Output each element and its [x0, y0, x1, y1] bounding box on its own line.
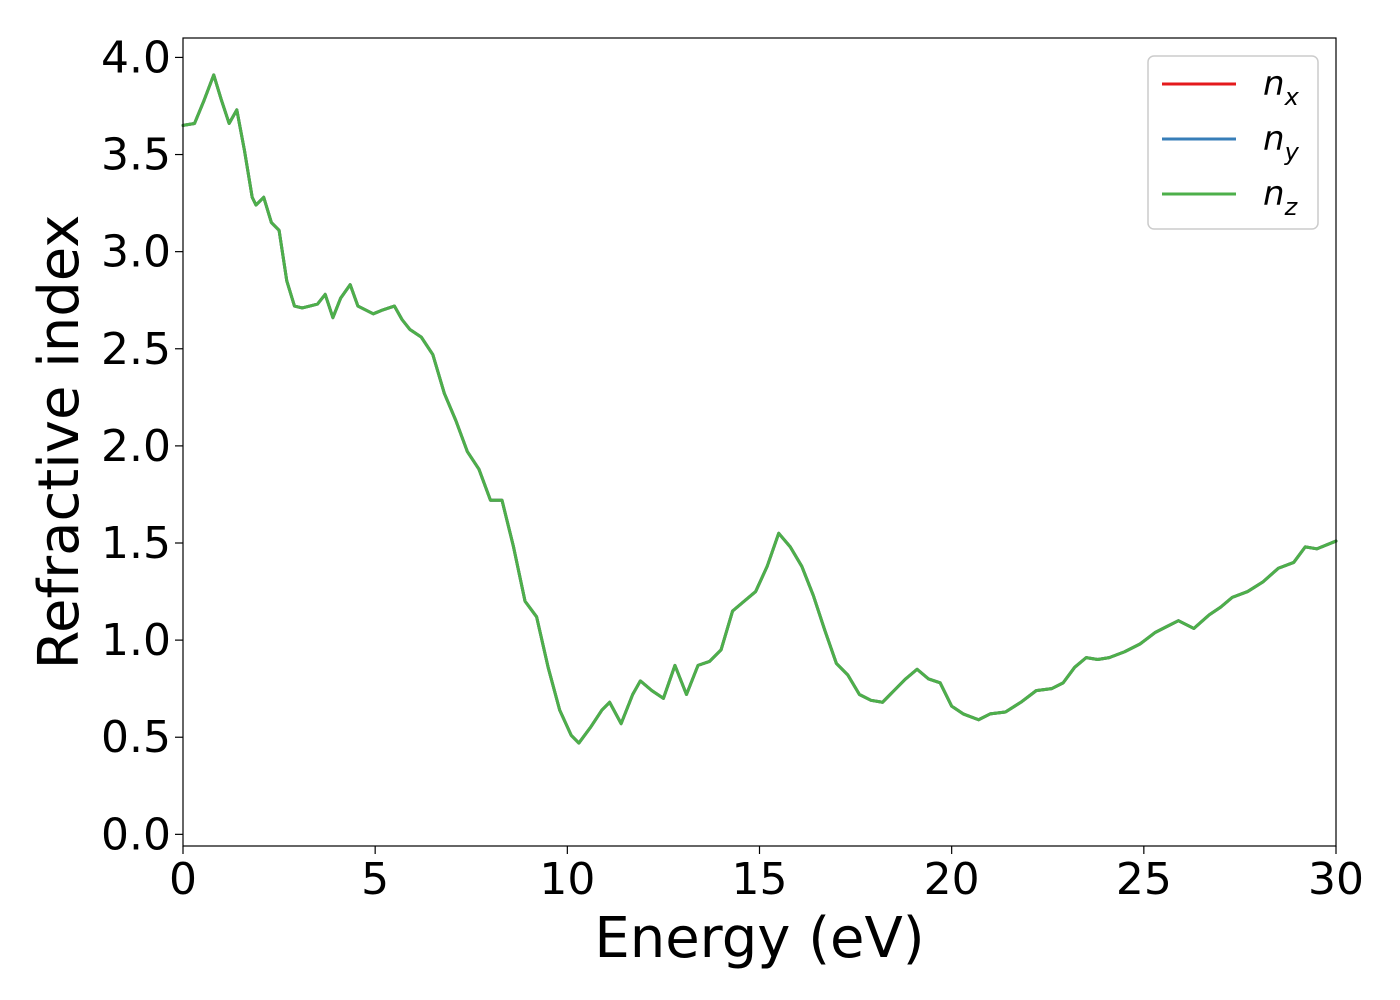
legend: nx ny nz [1147, 55, 1319, 230]
x-tick-label: 20 [924, 854, 980, 905]
series-layer [181, 73, 1338, 745]
y-tick-label: 0.5 [101, 712, 171, 763]
x-tick-label: 10 [539, 854, 595, 905]
x-tick-label: 15 [732, 854, 788, 905]
series-line-n-z [181, 73, 1338, 745]
legend-box [1147, 55, 1319, 230]
y-tick-label: 3.0 [101, 227, 171, 278]
y-tick-label: 2.5 [101, 324, 171, 375]
legend-label-x: nx [1263, 64, 1300, 111]
x-tick-label: 30 [1308, 854, 1364, 905]
y-axis-label: Refractive index [27, 215, 92, 670]
y-tick-label: 1.5 [101, 518, 171, 569]
x-axis-label: Energy (eV) [594, 906, 924, 971]
y-tick-label: 2.0 [101, 421, 171, 472]
legend-label-y: ny [1263, 119, 1300, 166]
y-axis: 0.0 0.5 1.0 1.5 2.0 2.5 3.0 3.5 4.0 [101, 32, 183, 860]
x-tick-label: 25 [1116, 854, 1172, 905]
x-tick-label: 0 [169, 854, 197, 905]
x-axis: 0 5 10 15 20 25 30 [169, 846, 1364, 905]
legend-label-z: nz [1263, 174, 1299, 221]
y-tick-label: 3.5 [101, 130, 171, 181]
y-tick-label: 0.0 [101, 809, 171, 860]
x-tick-label: 5 [361, 854, 389, 905]
y-tick-label: 4.0 [101, 32, 171, 83]
y-tick-label: 1.0 [101, 615, 171, 666]
